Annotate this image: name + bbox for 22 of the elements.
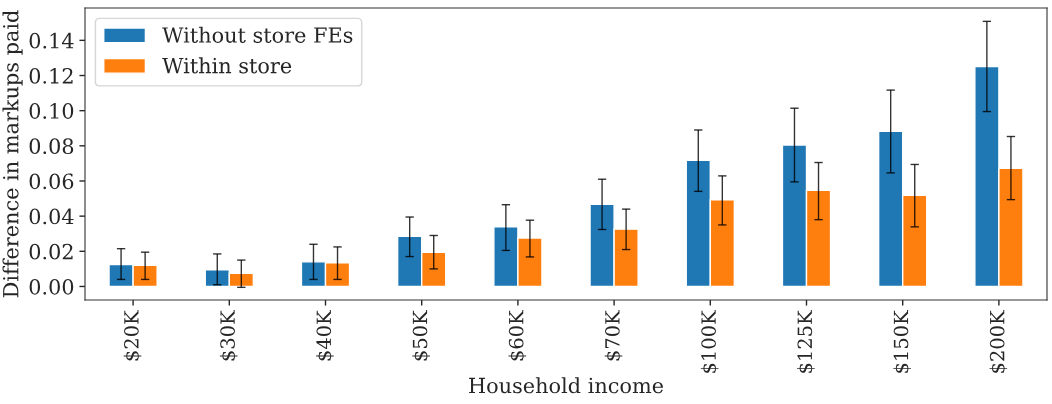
x-tick-label: $70K (604, 310, 623, 361)
y-tick-label: 0.02 (29, 243, 73, 260)
y-tick-label: 0.10 (29, 103, 74, 119)
x-tick-label: $125K (797, 310, 815, 373)
x-tick-label: $200K (989, 310, 1008, 373)
legend-label: Within store (162, 57, 292, 74)
y-tick-label: 0.04 (29, 208, 74, 225)
x-tick-label: $20K (123, 310, 142, 361)
legend-label: Without store FEs (162, 26, 353, 43)
x-axis-title: Household income (469, 377, 664, 394)
y-tick-label: 0.00 (29, 278, 74, 295)
y-tick-label: 0.06 (29, 173, 74, 190)
y-tick-label: 0.14 (29, 32, 74, 49)
y-tick-label: 0.08 (29, 138, 74, 155)
x-tick-label: $150K (893, 310, 911, 373)
x-tick-label: $40K (316, 310, 334, 361)
x-tick-label: $50K (412, 310, 430, 361)
x-tick-label: $100K (700, 310, 719, 373)
x-tick-label: $60K (508, 310, 527, 361)
y-axis-title: Difference in markups paid (2, 10, 23, 298)
x-tick-label: $30K (219, 310, 238, 361)
y-tick-label: 0.12 (29, 67, 73, 84)
